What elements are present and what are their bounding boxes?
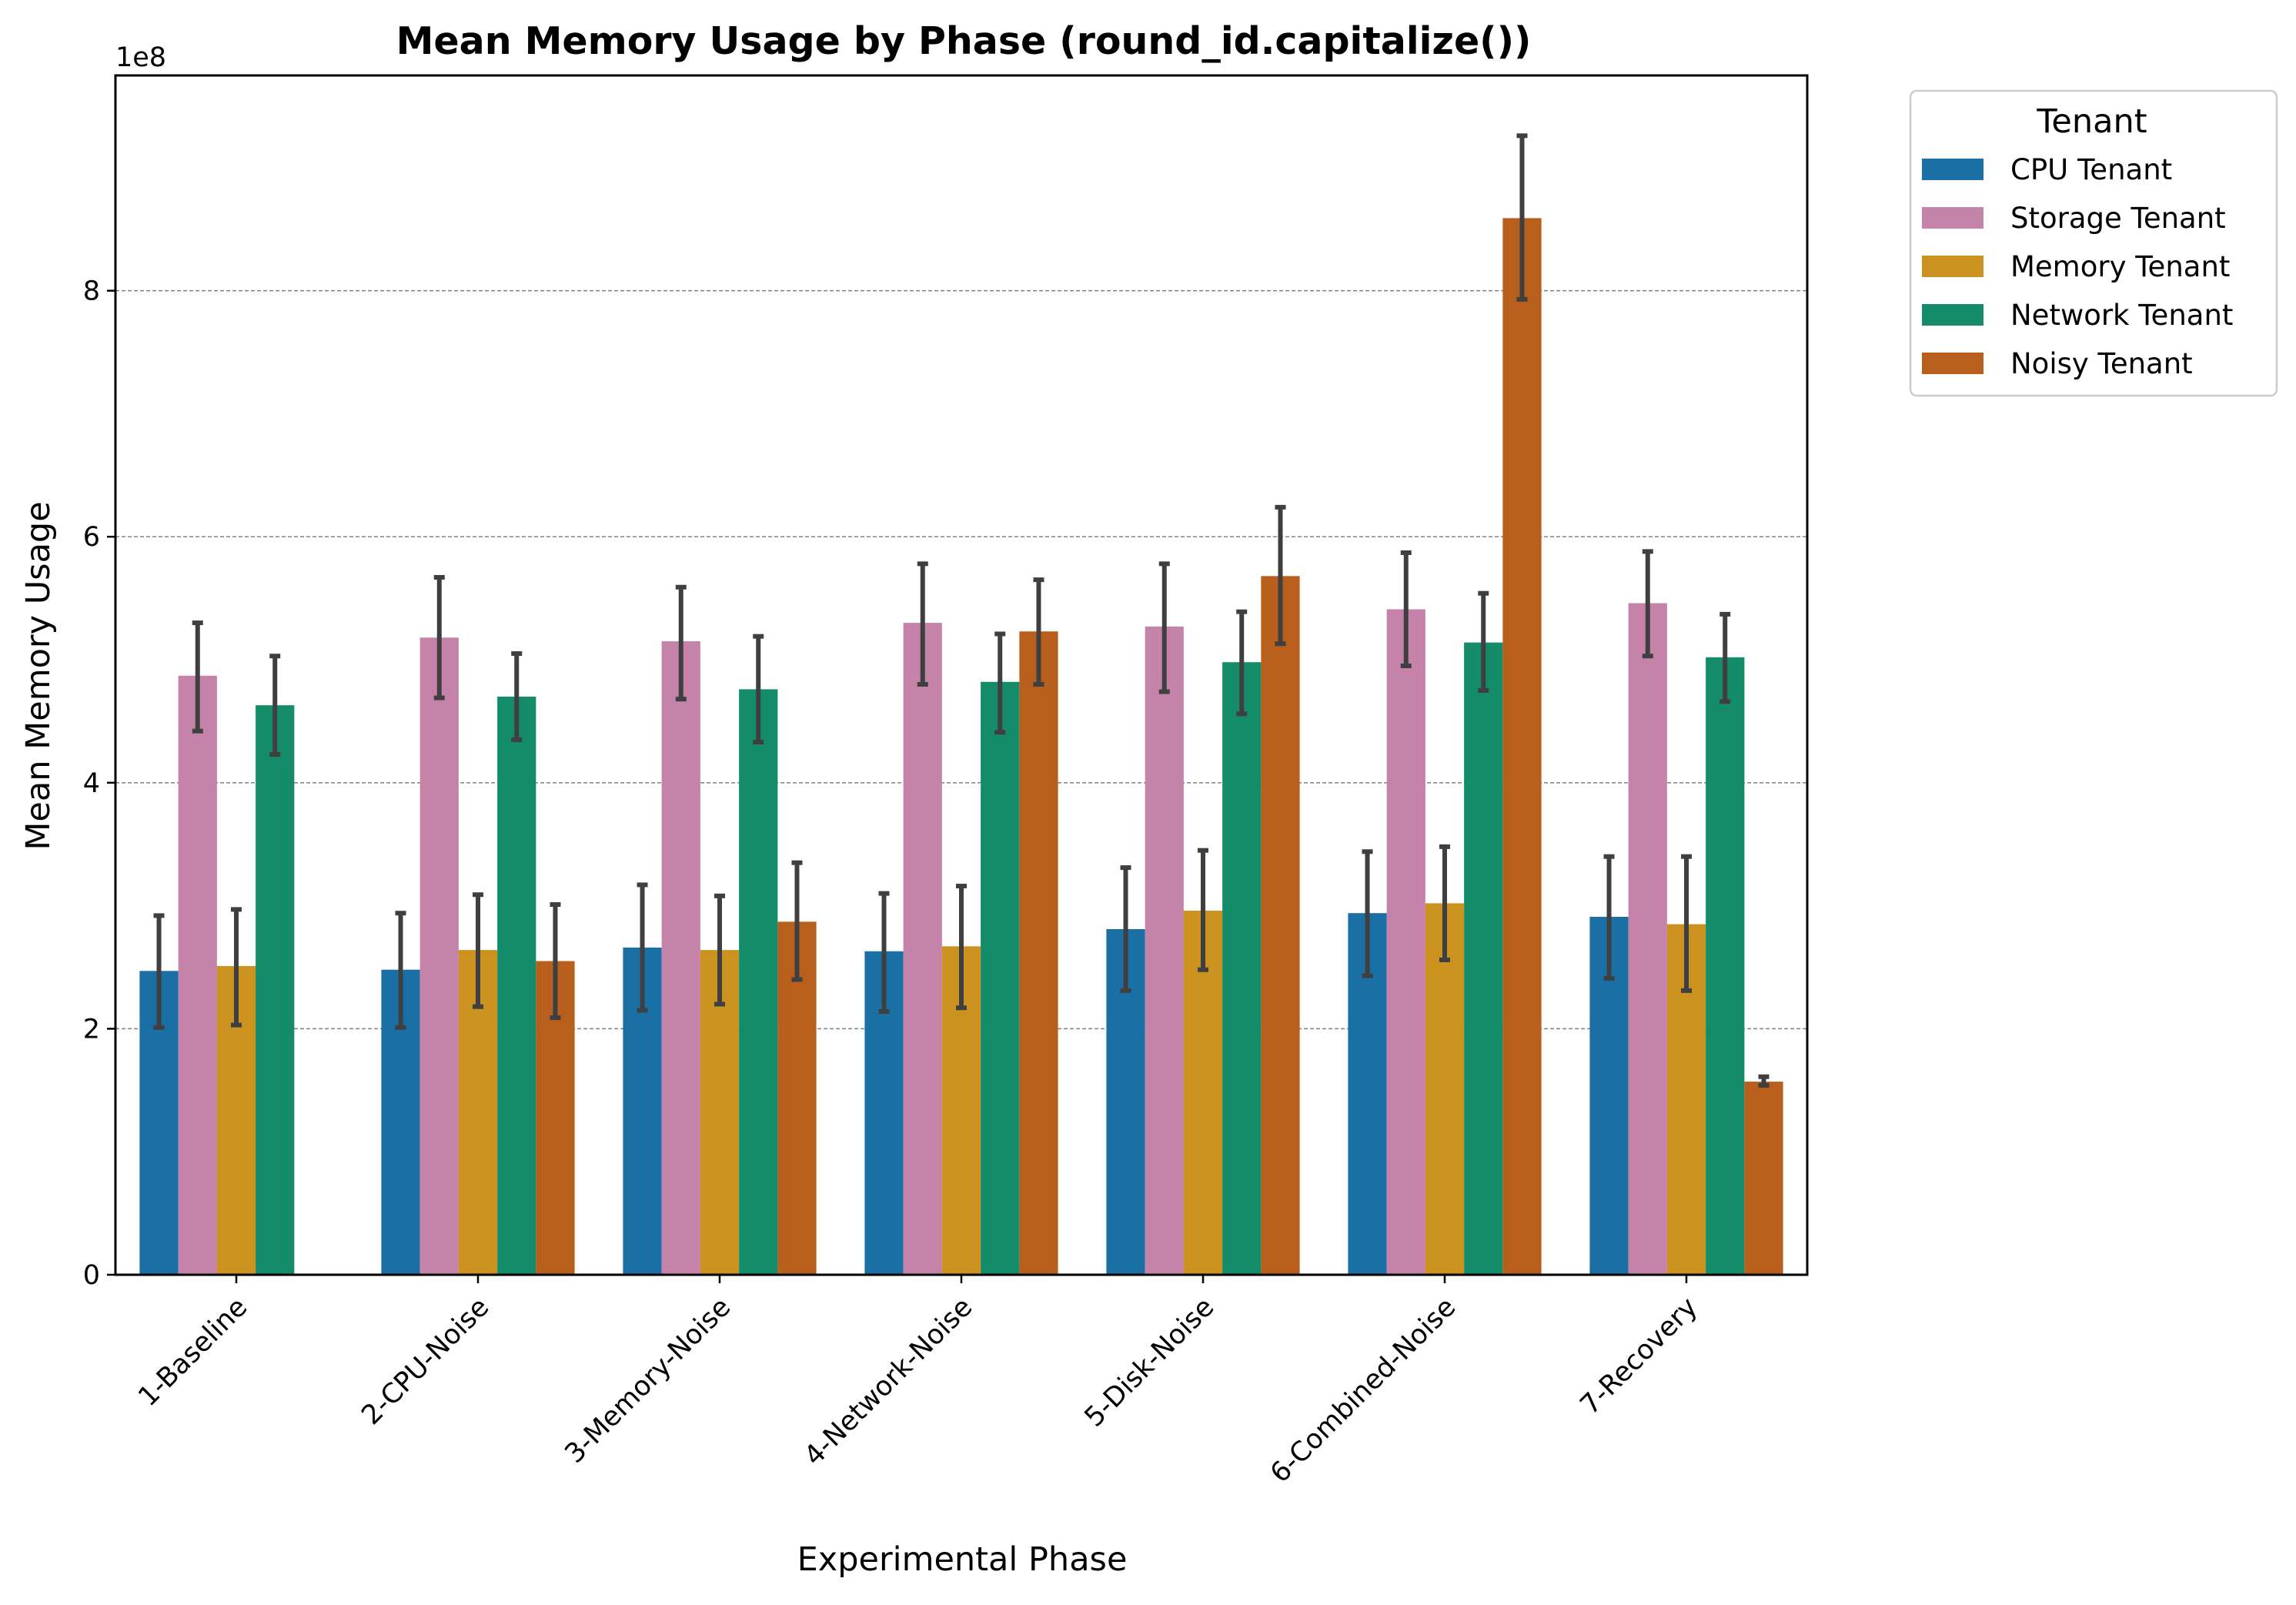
y-tick-label: 6 xyxy=(83,522,100,553)
bar xyxy=(1628,603,1667,1275)
bar xyxy=(1464,642,1503,1275)
bar xyxy=(1386,609,1425,1275)
x-tick-label: 2-CPU-Noise xyxy=(356,1292,495,1431)
bar xyxy=(256,705,295,1275)
x-tick-label: 6-Combined-Noise xyxy=(1265,1292,1462,1489)
bar xyxy=(903,623,942,1275)
plot-frame xyxy=(114,74,1809,1276)
y-axis-label: Mean Memory Usage xyxy=(19,501,58,850)
legend-label: Memory Tenant xyxy=(2010,250,2230,283)
bar xyxy=(1145,626,1184,1275)
bar xyxy=(739,689,778,1275)
legend-label: Noisy Tenant xyxy=(2010,347,2193,380)
bar xyxy=(419,637,459,1275)
bar xyxy=(661,641,700,1275)
legend-frame xyxy=(1909,89,2278,397)
y-tick-label: 8 xyxy=(83,276,100,307)
x-tick-label: 1-Baseline xyxy=(132,1292,253,1413)
bar xyxy=(1706,657,1745,1275)
x-tick-label: 5-Disk-Noise xyxy=(1079,1292,1221,1433)
bars xyxy=(139,218,1783,1275)
bar xyxy=(1744,1082,1783,1275)
legend-label: CPU Tenant xyxy=(2010,153,2172,186)
legend-swatch xyxy=(1922,207,1984,229)
bar xyxy=(1222,662,1262,1275)
chart-title: Mean Memory Usage by Phase (round_id.cap… xyxy=(396,19,1532,63)
legend-label: Network Tenant xyxy=(2010,299,2233,332)
error-bars xyxy=(153,133,1770,1088)
legend-swatch xyxy=(1922,256,1984,277)
bar xyxy=(1261,576,1300,1275)
bar xyxy=(1425,903,1465,1275)
legend: Tenant CPU Tenant Storage Tenant Memory Te… xyxy=(1909,89,2278,397)
x-tick-label: 7-Recovery xyxy=(1575,1292,1704,1421)
legend-items: CPU Tenant Storage Tenant Memory Tenant Net… xyxy=(1922,153,2233,380)
bar xyxy=(1019,631,1058,1275)
bar xyxy=(1502,218,1542,1275)
x-tick-label: 4-Network-Noise xyxy=(798,1292,978,1472)
bar xyxy=(178,675,217,1275)
bar xyxy=(981,681,1020,1275)
x-axis-label: Experimental Phase xyxy=(797,1540,1128,1579)
x-tick-label: 3-Memory-Noise xyxy=(560,1292,737,1470)
y-tick-label: 2 xyxy=(83,1014,100,1045)
y-tick-label: 0 xyxy=(83,1260,100,1291)
y-tick-label: 4 xyxy=(83,768,100,799)
legend-swatch xyxy=(1922,304,1984,326)
bar xyxy=(497,696,536,1275)
legend-swatch xyxy=(1922,353,1984,374)
y-axis-scale-label: 1e8 xyxy=(115,42,166,73)
legend-swatch xyxy=(1922,159,1984,180)
legend-title: Tenant xyxy=(2036,102,2147,141)
legend-label: Storage Tenant xyxy=(2010,202,2226,235)
axes: 0 2 4 6 8 1-Baseline 2-CPU-Noise 3-Memory-Noise… xyxy=(83,74,1809,1489)
